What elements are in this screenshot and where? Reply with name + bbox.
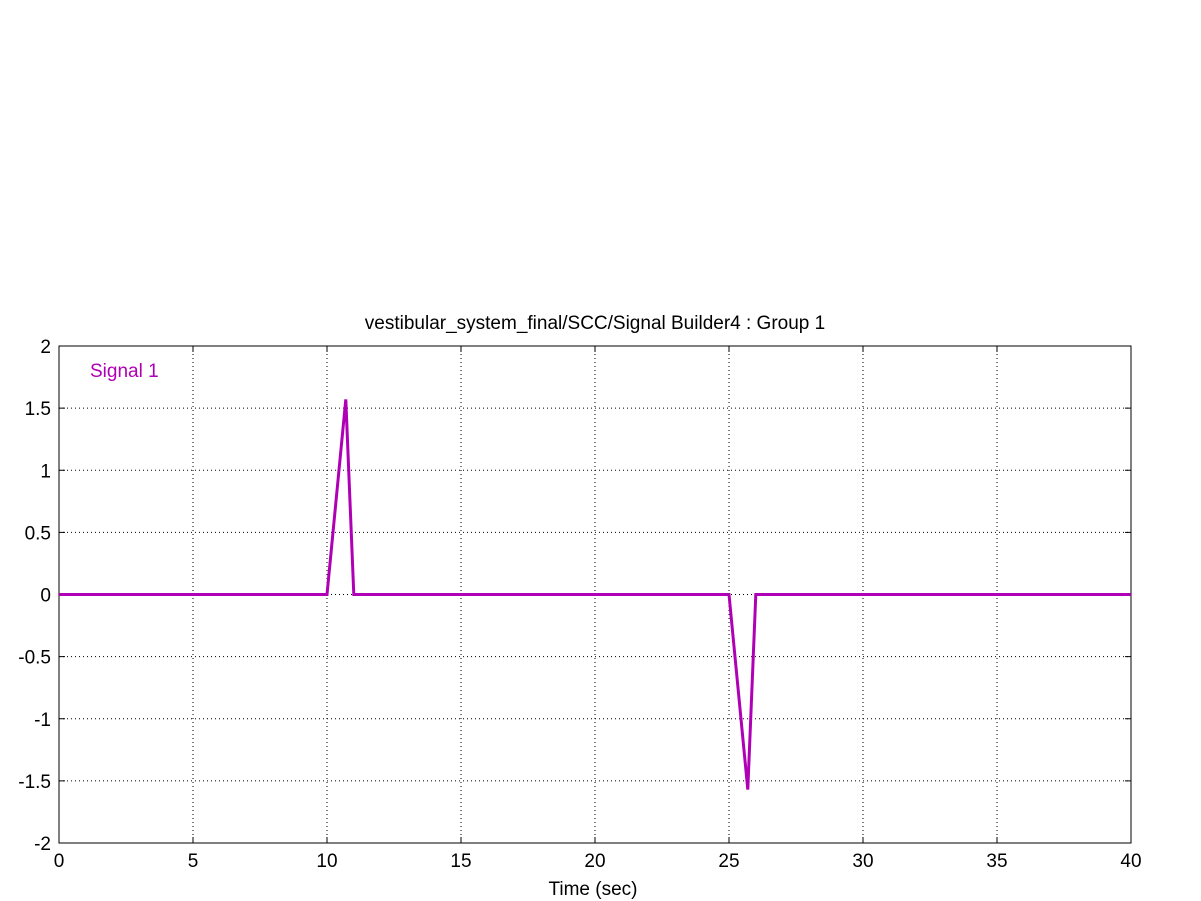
y-tick-label: -1.5 — [18, 772, 51, 793]
y-tick-label: 1 — [40, 461, 51, 482]
x-tick-label: 0 — [54, 851, 65, 872]
x-tick-labels: 0 5 10 15 20 25 30 35 40 — [54, 851, 1142, 872]
ticks — [58, 345, 1132, 844]
y-tick-label: -0.5 — [18, 648, 51, 669]
series — [58, 399, 1132, 790]
y-tick-label: 0.5 — [25, 523, 51, 544]
legend-signal-1: Signal 1 — [90, 361, 159, 382]
x-tick-label: 40 — [1120, 851, 1141, 872]
x-tick-label: 30 — [852, 851, 873, 872]
y-tick-label: 2 — [40, 337, 51, 358]
y-tick-labels: 2 1.5 1 0.5 0 -0.5 -1 -1.5 -2 — [18, 337, 51, 855]
x-tick-label: 20 — [584, 851, 605, 872]
x-tick-label: 15 — [450, 851, 471, 872]
x-tick-label: 5 — [188, 851, 199, 872]
y-tick-label: 1.5 — [25, 399, 51, 420]
x-tick-label: 35 — [986, 851, 1007, 872]
series-line-signal-1 — [59, 399, 1131, 790]
y-tick-label: -2 — [34, 834, 51, 855]
x-axis-label: Time (sec) — [548, 879, 637, 900]
x-tick-label: 25 — [718, 851, 739, 872]
chart-title: vestibular_system_final/SCC/Signal Build… — [365, 313, 825, 334]
x-tick-label: 10 — [316, 851, 337, 872]
y-tick-label: -1 — [34, 710, 51, 731]
y-tick-label: 0 — [40, 586, 51, 607]
